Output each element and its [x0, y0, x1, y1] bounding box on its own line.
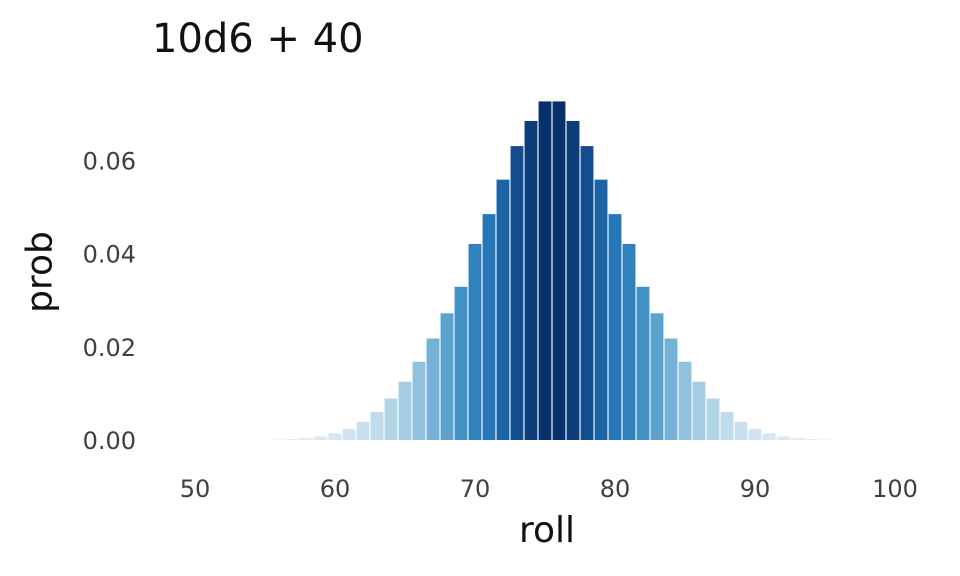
bar-81	[622, 243, 636, 440]
bar-85	[678, 361, 692, 440]
bar-86	[692, 381, 706, 440]
bar-68	[440, 313, 454, 440]
bar-91	[762, 433, 776, 440]
bar-87	[706, 398, 720, 440]
bar-94	[804, 439, 818, 440]
x-tick-label: 90	[740, 475, 771, 503]
bar-70	[468, 243, 482, 440]
x-tick-label: 50	[180, 475, 211, 503]
bar-78	[580, 146, 594, 441]
bar-93	[790, 438, 804, 440]
x-tick-label: 100	[872, 475, 918, 503]
bar-65	[398, 381, 412, 440]
bar-84	[664, 338, 678, 440]
bar-67	[426, 338, 440, 440]
x-axis-label: roll	[518, 510, 576, 551]
bar-61	[342, 428, 356, 440]
bar-82	[636, 286, 650, 440]
bar-62	[356, 421, 370, 440]
chart-title: 10d6 + 40	[152, 16, 364, 62]
bar-89	[734, 421, 748, 440]
bar-90	[748, 428, 762, 440]
y-tick-labels: 0.00 0.02 0.04 0.06	[83, 148, 136, 455]
bar-57	[286, 439, 300, 440]
y-tick-label: 0.00	[83, 427, 136, 455]
bar-59	[314, 436, 328, 440]
bar-73	[510, 146, 524, 441]
x-tick-labels: 50 60 70 80 90 100	[180, 475, 918, 503]
bar-60	[328, 433, 342, 440]
x-tick-label: 70	[460, 475, 491, 503]
bar-72	[496, 179, 510, 440]
bar-69	[454, 286, 468, 440]
bar-77	[566, 120, 580, 441]
bar-83	[650, 313, 664, 440]
y-tick-label: 0.06	[83, 148, 136, 176]
bar-80	[608, 214, 622, 440]
y-tick-label: 0.02	[83, 334, 136, 362]
bar-79	[594, 179, 608, 440]
bars-group	[230, 101, 874, 441]
x-tick-label: 60	[320, 475, 351, 503]
bar-88	[720, 411, 734, 440]
bar-75	[538, 101, 552, 441]
bar-58	[300, 438, 314, 440]
x-tick-label: 80	[600, 475, 631, 503]
bar-63	[370, 411, 384, 440]
bar-76	[552, 101, 566, 441]
bar-92	[776, 436, 790, 440]
bar-74	[524, 120, 538, 441]
bar-64	[384, 398, 398, 440]
y-tick-label: 0.04	[83, 241, 136, 269]
bar-66	[412, 361, 426, 440]
bar-71	[482, 214, 496, 440]
